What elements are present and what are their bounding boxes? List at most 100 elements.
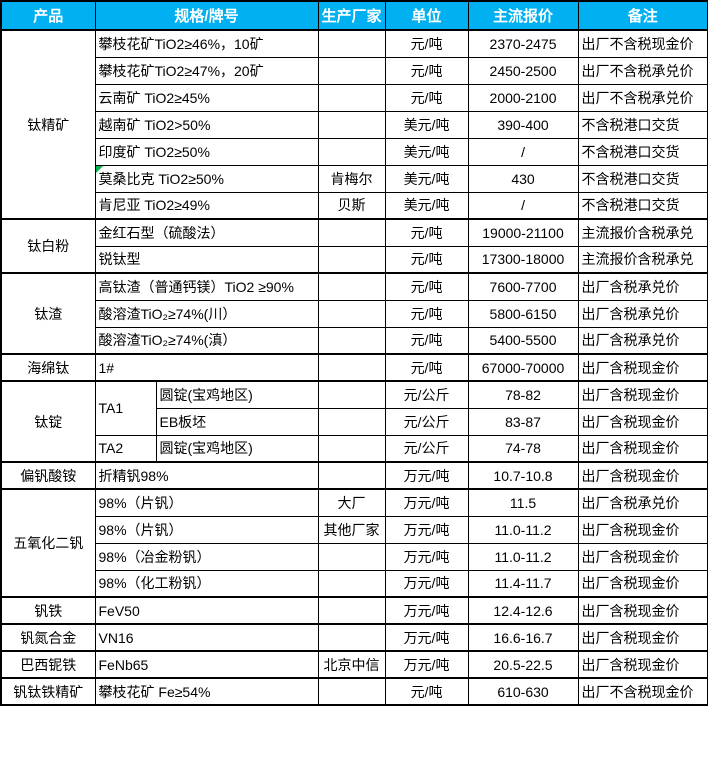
spec-cell: 圆锭(宝鸡地区) <box>155 380 319 409</box>
note-cell: 出厂含税现金价 <box>577 542 708 571</box>
price-cell: 11.5 <box>467 488 579 517</box>
maker-cell <box>317 272 386 301</box>
note-cell: 出厂含税现金价 <box>577 596 708 625</box>
spec-cell: 攀枝花矿TiO2≥46%，10矿 <box>94 29 319 58</box>
unit-cell: 万元/吨 <box>384 515 469 544</box>
maker-cell: 贝斯 <box>317 191 386 220</box>
maker-cell <box>317 623 386 652</box>
unit-cell: 元/公斤 <box>384 380 469 409</box>
price-cell: 11.0-11.2 <box>467 542 579 571</box>
unit-cell: 万元/吨 <box>384 650 469 679</box>
spec-cell: 圆锭(宝鸡地区) <box>155 434 319 463</box>
note-cell: 出厂含税现金价 <box>577 434 708 463</box>
unit-cell: 万元/吨 <box>384 488 469 517</box>
note-cell: 主流报价含税承兑 <box>577 245 708 274</box>
spec-cell: 酸溶渣TiO₂≥74%(滇） <box>94 326 319 355</box>
table-row: 钒铁 FeV50 万元/吨 12.4-12.6 出厂含税现金价 <box>0 596 708 625</box>
table-row: 钒钛铁精矿 攀枝花矿 Fe≥54% 元/吨 610-630 出厂不含税现金价 <box>0 677 708 706</box>
note-cell: 出厂含税现金价 <box>577 569 708 598</box>
note-cell: 不含税港口交货 <box>577 110 708 139</box>
spec-cell: 攀枝花矿TiO2≥47%，20矿 <box>94 56 319 85</box>
note-cell: 出厂不含税承兑价 <box>577 83 708 112</box>
col-header-maker: 生产厂家 <box>317 0 386 31</box>
note-cell: 出厂含税现金价 <box>577 650 708 679</box>
price-cell: 78-82 <box>467 380 579 409</box>
spec-cell: 高钛渣（普通钙镁）TiO2 ≥90% <box>94 272 319 301</box>
product-cell: 钛精矿 <box>0 29 96 220</box>
spec-cell: FeV50 <box>94 596 319 625</box>
spec-cell: FeNb65 <box>94 650 319 679</box>
maker-cell <box>317 56 386 85</box>
price-cell: 74-78 <box>467 434 579 463</box>
maker-cell <box>317 677 386 706</box>
table-row: 98%（片钒） 其他厂家 万元/吨 11.0-11.2 出厂含税现金价 <box>1 515 708 544</box>
note-cell: 不含税港口交货 <box>577 191 708 220</box>
note-cell: 出厂含税现金价 <box>577 515 708 544</box>
unit-cell: 元/吨 <box>384 326 469 355</box>
table-header: 产品 规格/牌号 生产厂家 单位 主流报价 备注 <box>0 0 708 31</box>
spec-cell: VN16 <box>94 623 319 652</box>
price-cell: 17300-18000 <box>467 245 579 274</box>
note-cell: 出厂含税现金价 <box>577 461 708 490</box>
maker-cell <box>317 29 386 58</box>
unit-cell: 元/吨 <box>384 299 469 328</box>
unit-cell: 美元/吨 <box>384 164 469 193</box>
spec-cell: 98%（化工粉钒） <box>94 569 319 598</box>
unit-cell: 元/吨 <box>384 56 469 85</box>
maker-cell <box>317 326 386 355</box>
maker-cell <box>317 137 386 166</box>
unit-cell: 美元/吨 <box>384 191 469 220</box>
spec-cell: 金红石型（硫酸法） <box>94 218 319 247</box>
price-cell: 7600-7700 <box>467 272 579 301</box>
product-cell: 钛锭 <box>0 380 96 463</box>
spec-cell: 98%（片钒） <box>94 488 319 517</box>
price-cell: 20.5-22.5 <box>467 650 579 679</box>
maker-cell <box>317 407 386 436</box>
maker-cell: 大厂 <box>317 488 386 517</box>
comment-marker-icon <box>96 166 103 173</box>
note-cell: 出厂不含税现金价 <box>577 29 708 58</box>
maker-cell <box>317 461 386 490</box>
unit-cell: 元/公斤 <box>384 434 469 463</box>
price-cell: 5800-6150 <box>467 299 579 328</box>
table-row: 酸溶渣TiO₂≥74%(滇） 元/吨 5400-5500 出厂含税承兑价 <box>1 326 708 355</box>
spec-cell: 锐钛型 <box>94 245 319 274</box>
price-cell: 83-87 <box>467 407 579 436</box>
note-cell: 出厂含税现金价 <box>577 380 708 409</box>
table-row: 钛精矿 攀枝花矿TiO2≥46%，10矿 元/吨 2370-2475 出厂不含税… <box>0 29 708 220</box>
unit-cell: 元/吨 <box>384 218 469 247</box>
table-row: 肯尼亚 TiO2≥49% 贝斯 美元/吨 / 不含税港口交货 <box>1 191 708 220</box>
price-cell: / <box>467 137 579 166</box>
table-row: 钒氮合金 VN16 万元/吨 16.6-16.7 出厂含税现金价 <box>0 623 708 652</box>
spec-cell: 越南矿 TiO2>50% <box>94 110 319 139</box>
maker-cell <box>317 110 386 139</box>
note-cell: 出厂含税承兑价 <box>577 299 708 328</box>
spec-cell: 1# <box>94 353 319 382</box>
table-row: 钛白粉 金红石型（硫酸法） 元/吨 19000-21100 主流报价含税承兑 <box>0 218 708 274</box>
table-row: 锐钛型 元/吨 17300-18000 主流报价含税承兑 <box>1 245 708 274</box>
product-cell: 海绵钛 <box>0 353 96 382</box>
spec-cell: 98%（片钒） <box>94 515 319 544</box>
maker-cell <box>317 299 386 328</box>
table-row: 巴西铌铁 FeNb65 北京中信 万元/吨 20.5-22.5 出厂含税现金价 <box>0 650 708 679</box>
maker-cell: 北京中信 <box>317 650 386 679</box>
grade-cell: TA2 <box>94 434 157 463</box>
maker-cell <box>317 83 386 112</box>
product-cell: 偏钒酸铵 <box>0 461 96 490</box>
spec-cell: 98%（冶金粉钒） <box>94 542 319 571</box>
table-row: 攀枝花矿TiO2≥47%，20矿 元/吨 2450-2500 出厂不含税承兑价 <box>1 56 708 85</box>
note-cell: 出厂不含税承兑价 <box>577 56 708 85</box>
header-row: 产品 规格/牌号 生产厂家 单位 主流报价 备注 <box>0 0 708 31</box>
col-header-spec: 规格/牌号 <box>94 0 319 31</box>
unit-cell: 元/吨 <box>384 677 469 706</box>
table-row: 98%（化工粉钒） 万元/吨 11.4-11.7 出厂含税现金价 <box>1 569 708 598</box>
spec-cell: 攀枝花矿 Fe≥54% <box>94 677 319 706</box>
spec-text: 莫桑比克 TiO2≥50% <box>98 170 224 187</box>
note-cell: 出厂含税承兑价 <box>577 272 708 301</box>
price-cell: / <box>467 191 579 220</box>
unit-cell: 万元/吨 <box>384 569 469 598</box>
table-row: 越南矿 TiO2>50% 美元/吨 390-400 不含税港口交货 <box>1 110 708 139</box>
unit-cell: 元/公斤 <box>384 407 469 436</box>
unit-cell: 元/吨 <box>384 272 469 301</box>
product-cell: 钒铁 <box>0 596 96 625</box>
